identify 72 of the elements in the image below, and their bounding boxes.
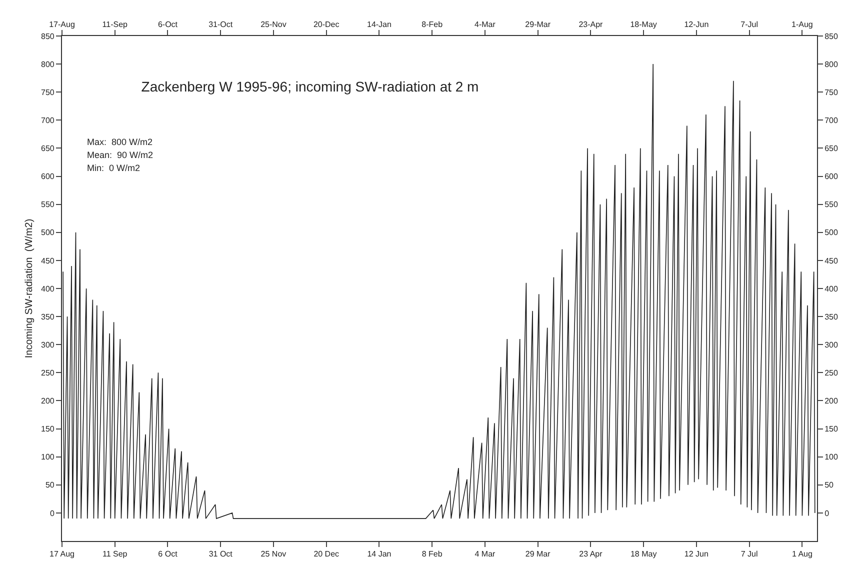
x-tick-label: 12 Jun xyxy=(684,550,708,559)
y-tick-label: 600 xyxy=(41,172,55,182)
y2-tick-label: 50 xyxy=(824,480,834,490)
x2-tick-label: 1-Aug xyxy=(792,20,813,29)
annotation: Max: 800 W/m2 xyxy=(87,137,153,147)
x-tick-label: 29 Mar xyxy=(525,550,551,559)
x-tick-label: 25 Nov xyxy=(260,550,286,559)
x2-tick-label: 12-Jun xyxy=(684,20,709,29)
x2-tick-label: 14-Jan xyxy=(366,20,392,29)
y-tick-label: 850 xyxy=(41,32,55,41)
y-tick-label: 200 xyxy=(41,396,55,406)
x2-tick-label: 25-Nov xyxy=(260,20,286,29)
y2-tick-label: 150 xyxy=(824,424,838,434)
y-tick-label: 550 xyxy=(41,200,55,210)
y-tick-label: 500 xyxy=(41,228,55,238)
y2-tick-label: 550 xyxy=(824,200,838,210)
y2-tick-label: 700 xyxy=(824,116,838,125)
y2-tick-label: 600 xyxy=(824,172,838,182)
y2-tick-label: 250 xyxy=(824,368,838,378)
x-tick-label: 31 Oct xyxy=(208,550,234,559)
y2-tick-label: 0 xyxy=(824,508,830,518)
y2-tick-label: 750 xyxy=(824,88,838,97)
x2-tick-label: 7-Jul xyxy=(740,20,758,29)
y2-tick-label: 450 xyxy=(824,256,838,266)
y2-tick-label: 850 xyxy=(824,32,838,41)
annotation: Mean: 90 W/m2 xyxy=(87,150,154,160)
y-tick-label: 150 xyxy=(41,424,55,434)
x2-tick-label: 29-Mar xyxy=(525,20,551,29)
y-tick-label: 800 xyxy=(41,60,55,69)
x2-tick-label: 4-Mar xyxy=(474,20,496,29)
y2-tick-label: 400 xyxy=(824,284,838,294)
y-tick-label: 350 xyxy=(41,312,55,322)
y-tick-label: 100 xyxy=(41,452,55,462)
y2-tick-label: 100 xyxy=(824,452,838,462)
x-tick-label: 17 Aug xyxy=(50,550,74,559)
y-tick-label: 700 xyxy=(41,116,55,125)
x2-tick-label: 31-Oct xyxy=(208,20,234,29)
y-tick-label: 750 xyxy=(41,88,55,97)
x-tick-label: 8 Feb xyxy=(422,550,443,559)
x-tick-label: 1 Aug xyxy=(792,550,812,559)
y2-tick-label: 800 xyxy=(824,60,838,69)
y-tick-label: 450 xyxy=(41,256,55,266)
x2-tick-label: 17-Aug xyxy=(49,20,75,29)
text: Zackenberg W 1995-96; incoming SW-radiation at 2 m xyxy=(141,78,479,94)
y-tick-label: 650 xyxy=(41,144,55,154)
x-tick-label: 6 Oct xyxy=(158,550,178,559)
x2-tick-label: 23-Apr xyxy=(578,20,604,29)
y2-tick-label: 350 xyxy=(824,312,838,322)
x2-tick-label: 18-May xyxy=(630,20,657,29)
y-tick-label: 0 xyxy=(50,508,55,518)
x-tick-label: 20 Dec xyxy=(314,550,340,559)
y2-tick-label: 500 xyxy=(824,228,838,238)
x-tick-label: 4 Mar xyxy=(474,550,496,559)
x-tick-label: 11 Sep xyxy=(102,550,128,559)
x2-tick-label: 8-Feb xyxy=(422,20,444,29)
annotation: Min: 0 W/m2 xyxy=(87,163,140,173)
y-tick-label: 50 xyxy=(45,480,55,490)
x2-tick-label: 6-Oct xyxy=(158,20,178,29)
x-tick-label: 23 Apr xyxy=(579,550,603,559)
y-tick-label: 400 xyxy=(41,284,55,294)
y-tick-label: 300 xyxy=(41,340,55,350)
y2-tick-label: 650 xyxy=(824,144,838,154)
y-tick-label: 250 xyxy=(41,368,55,378)
x-tick-label: 18 May xyxy=(630,550,657,559)
x2-tick-label: 11-Sep xyxy=(102,20,128,29)
y-axis-title: Incoming SW-radiation (W/m2) xyxy=(24,218,36,358)
x2-tick-label: 20-Dec xyxy=(313,20,340,29)
line-series xyxy=(62,64,816,519)
y2-tick-label: 200 xyxy=(824,396,838,406)
y2-tick-label: 300 xyxy=(824,340,838,350)
x-tick-label: 7 Jul xyxy=(740,550,758,559)
x-tick-label: 14 Jan xyxy=(367,550,392,559)
